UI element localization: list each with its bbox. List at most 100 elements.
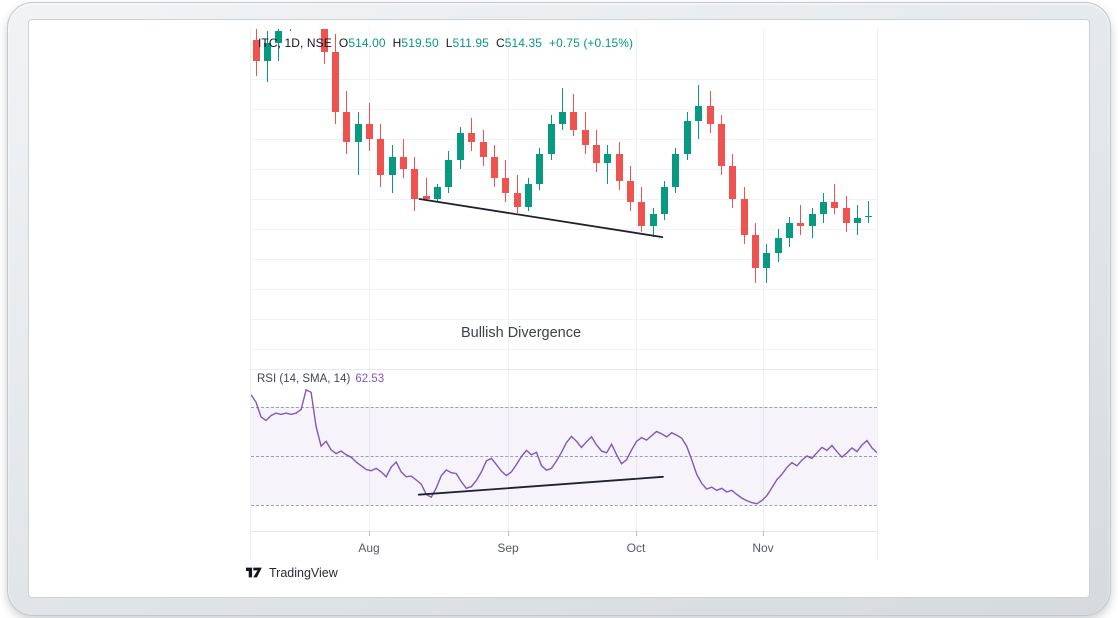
rsi-current-value: 62.53 [355,373,385,385]
candle-body [320,29,328,52]
candle-wick [800,205,802,235]
candle-body [831,202,839,208]
candle-body [785,223,793,238]
candle-body [570,112,578,130]
candle-body [865,215,873,218]
rsi-trendline[interactable] [417,475,664,496]
candle-body [615,154,623,181]
candle-body [275,31,283,43]
candle-body [502,178,510,193]
ohlc-low: L511.95 [445,36,489,50]
candle-body [581,130,589,145]
candle-body [604,154,612,163]
candle-body [456,133,464,160]
rsi-level-line [251,456,877,457]
candle-wick [868,200,870,224]
time-axis[interactable]: Aug Sep Oct Nov [251,29,877,559]
candle-body [252,40,260,61]
price-gridline [251,319,877,320]
candle-body [479,142,487,157]
annotation-text: Bullish Divergence [460,325,582,341]
candle-body [331,52,339,112]
candle-body [377,139,385,175]
candle-body [354,124,362,142]
candle-body [263,43,271,61]
candle-body [411,169,419,199]
candle-body [740,199,748,235]
symbol-title: ITC, 1D, NSE [258,36,332,50]
candle-body [638,202,646,226]
rsi-indicator-label: RSI (14, SMA, 14) 62.53 [257,373,384,385]
tradingview-logo-icon [246,567,262,578]
price-gridline [251,139,877,140]
chart-plot[interactable]: ITC, 1D, NSE O514.00 H519.50 L511.95 C514.35… [250,29,878,559]
time-axis-tick [369,531,370,536]
candle-body [695,106,703,121]
month-gridline [636,29,637,531]
ohlc-open: O514.00 [338,36,386,50]
candle-body [343,112,351,142]
rsi-level-line [251,407,877,408]
candle-body [854,218,862,223]
price-gridline [251,229,877,230]
candles-layer [251,29,877,559]
rsi-label-text: RSI (14, SMA, 14) [257,373,351,385]
candle-wick [834,184,836,214]
device-bezel: ITC, 1D, NSE O514.00 H519.50 L511.95 C514.35… [7,2,1111,616]
time-axis-line [251,531,877,532]
time-axis-tick [763,531,764,536]
tradingview-watermark[interactable]: TradingView [246,565,338,580]
time-axis-tick [508,531,509,536]
ohlc-close: C514.35 [495,36,543,50]
candle-body [627,181,635,202]
candle-body [672,154,680,187]
candle-body [593,145,600,163]
candle-body [842,208,850,223]
candle-body [649,214,657,226]
candle-wick [289,29,291,31]
pane-separator [251,369,877,370]
candle-body [547,124,555,154]
candle-body [751,235,759,268]
price-gridline [251,349,877,350]
candle-wick [278,29,280,61]
candle-body [717,124,725,166]
candle-wick [357,112,359,175]
candle-body [445,160,453,187]
time-axis-tick [636,531,637,536]
candle-body [400,157,408,169]
month-gridline [508,29,509,531]
time-axis-label-sep: Sep [497,541,519,555]
candle-body [729,166,737,199]
candle-body [683,121,691,154]
candle-body [797,223,805,226]
candle-body [808,214,816,226]
price-gridline [251,289,877,290]
candle-body [706,106,714,124]
candle-body [513,193,521,207]
time-axis-label-nov: Nov [752,541,774,555]
candle-body [820,202,827,214]
candle-body [366,124,373,139]
tradingview-wordmark: TradingView [269,565,338,580]
grid-layer [251,29,877,559]
time-axis-label-oct: Oct [626,541,646,555]
candle-body [763,253,771,268]
candle-body [388,157,396,175]
price-gridline [251,259,877,260]
ohlc-high: H519.50 [392,36,439,50]
candle-wick [425,178,427,201]
candle-body [468,133,476,142]
month-gridline [763,29,764,531]
candle-wick [561,88,563,130]
candle-wick [607,145,609,184]
candle-body [536,154,544,184]
rsi-level-line [251,505,877,506]
change-value: +0.75 (+0.15%) [549,36,634,50]
indicator-overlay [251,198,877,505]
candle-body [434,187,442,199]
candle-body [422,196,430,199]
candle-body [490,157,498,178]
price-trendline[interactable] [418,198,664,239]
